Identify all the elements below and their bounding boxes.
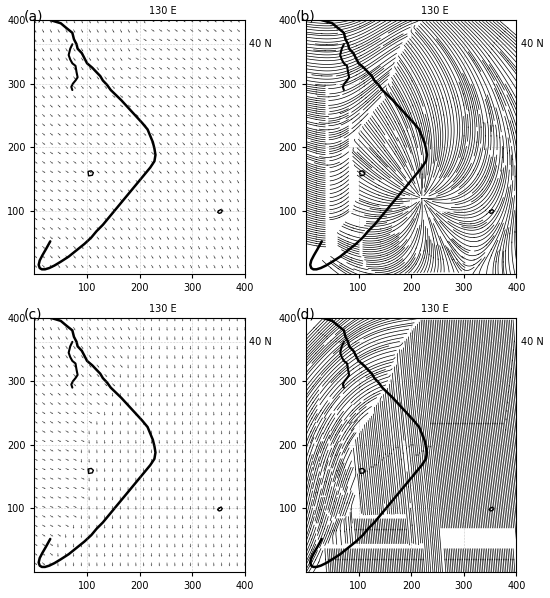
FancyArrowPatch shape: [504, 31, 505, 32]
FancyArrowPatch shape: [327, 338, 328, 339]
FancyArrowPatch shape: [339, 373, 340, 374]
Text: (a): (a): [24, 10, 43, 24]
Text: 40 N: 40 N: [249, 39, 272, 49]
FancyArrowPatch shape: [402, 247, 403, 248]
Text: (b): (b): [295, 10, 315, 24]
FancyArrowPatch shape: [403, 260, 404, 261]
Text: (c): (c): [24, 307, 42, 322]
Text: 130 E: 130 E: [149, 6, 177, 16]
FancyArrowPatch shape: [478, 265, 480, 266]
FancyArrowPatch shape: [499, 36, 500, 37]
FancyArrowPatch shape: [339, 356, 340, 357]
FancyArrowPatch shape: [359, 420, 360, 421]
FancyArrowPatch shape: [379, 161, 380, 162]
FancyArrowPatch shape: [365, 101, 366, 102]
FancyArrowPatch shape: [377, 156, 378, 157]
Text: 40 N: 40 N: [249, 337, 272, 347]
FancyArrowPatch shape: [326, 336, 327, 337]
FancyArrowPatch shape: [488, 60, 489, 62]
Text: 40 N: 40 N: [521, 337, 543, 347]
Text: 130 E: 130 E: [421, 304, 448, 314]
FancyArrowPatch shape: [384, 150, 385, 151]
Text: 40 N: 40 N: [521, 39, 543, 49]
FancyArrowPatch shape: [490, 52, 491, 53]
Text: 130 E: 130 E: [421, 6, 448, 16]
FancyArrowPatch shape: [367, 102, 368, 103]
FancyArrowPatch shape: [456, 259, 457, 260]
Text: 130 E: 130 E: [149, 304, 177, 314]
FancyArrowPatch shape: [314, 327, 315, 328]
FancyArrowPatch shape: [383, 145, 384, 147]
FancyArrowPatch shape: [313, 402, 314, 403]
FancyArrowPatch shape: [481, 196, 482, 197]
FancyArrowPatch shape: [376, 131, 377, 132]
FancyArrowPatch shape: [482, 189, 483, 190]
FancyArrowPatch shape: [486, 214, 487, 215]
FancyArrowPatch shape: [312, 386, 314, 387]
FancyArrowPatch shape: [352, 410, 353, 411]
FancyArrowPatch shape: [500, 33, 501, 34]
FancyArrowPatch shape: [380, 157, 381, 158]
FancyArrowPatch shape: [362, 413, 363, 414]
FancyArrowPatch shape: [502, 32, 503, 33]
FancyArrowPatch shape: [318, 332, 320, 333]
FancyArrowPatch shape: [463, 177, 464, 178]
FancyArrowPatch shape: [324, 335, 325, 336]
Text: (d): (d): [295, 307, 315, 322]
